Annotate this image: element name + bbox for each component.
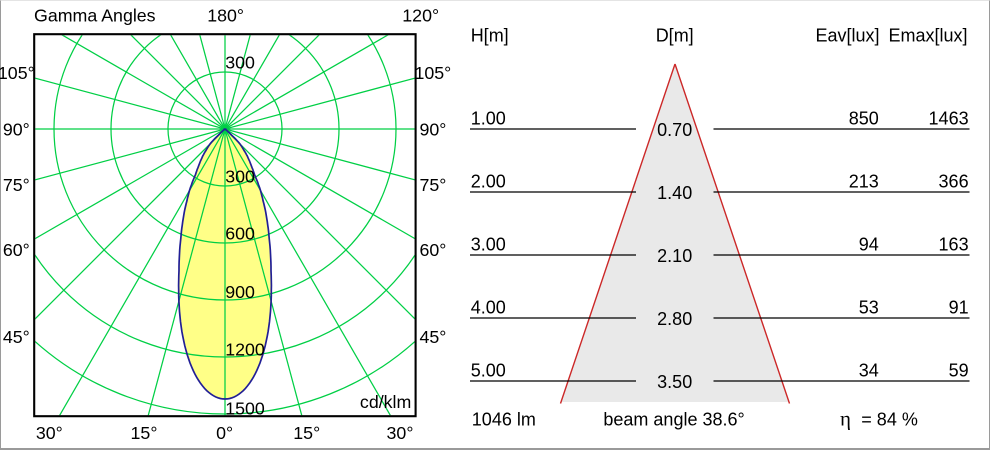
svg-text:60°: 60° bbox=[3, 240, 30, 260]
svg-text:0.70: 0.70 bbox=[657, 120, 692, 140]
svg-text:1.40: 1.40 bbox=[657, 183, 692, 203]
svg-text:1463: 1463 bbox=[929, 109, 969, 129]
svg-text:163: 163 bbox=[939, 235, 969, 255]
svg-text:45°: 45° bbox=[3, 327, 30, 347]
svg-text:120°: 120° bbox=[402, 5, 439, 25]
svg-text:75°: 75° bbox=[3, 175, 30, 195]
svg-text:1200: 1200 bbox=[225, 340, 265, 360]
svg-text:η: η bbox=[840, 407, 851, 431]
svg-text:850: 850 bbox=[849, 109, 879, 129]
svg-text:105°: 105° bbox=[0, 63, 35, 83]
svg-text:beam angle 38.6°: beam angle 38.6° bbox=[603, 410, 744, 430]
svg-text:= 84 %: = 84 % bbox=[861, 410, 918, 430]
svg-text:34: 34 bbox=[859, 361, 879, 381]
svg-text:213: 213 bbox=[849, 172, 879, 192]
svg-text:5.00: 5.00 bbox=[471, 361, 506, 381]
svg-text:94: 94 bbox=[859, 235, 879, 255]
svg-text:15°: 15° bbox=[131, 423, 158, 443]
svg-text:0°: 0° bbox=[216, 423, 233, 443]
svg-text:91: 91 bbox=[949, 298, 969, 318]
svg-text:366: 366 bbox=[939, 172, 969, 192]
svg-text:45°: 45° bbox=[419, 327, 446, 347]
svg-text:2.80: 2.80 bbox=[657, 309, 692, 329]
svg-text:1046 lm: 1046 lm bbox=[472, 410, 536, 430]
svg-text:75°: 75° bbox=[419, 175, 446, 195]
svg-text:90°: 90° bbox=[419, 120, 446, 140]
svg-text:Gamma Angles: Gamma Angles bbox=[34, 5, 156, 25]
svg-text:15°: 15° bbox=[293, 423, 320, 443]
svg-text:Eav[lux]: Eav[lux] bbox=[815, 26, 879, 46]
svg-text:1500: 1500 bbox=[225, 399, 265, 419]
svg-text:2.10: 2.10 bbox=[657, 246, 692, 266]
svg-text:59: 59 bbox=[949, 361, 969, 381]
svg-text:D[m]: D[m] bbox=[656, 26, 694, 46]
svg-text:3.50: 3.50 bbox=[657, 372, 692, 392]
svg-text:300: 300 bbox=[225, 52, 255, 72]
svg-text:180°: 180° bbox=[207, 5, 244, 25]
svg-text:cd/klm: cd/klm bbox=[360, 392, 411, 412]
svg-text:60°: 60° bbox=[419, 240, 446, 260]
svg-text:90°: 90° bbox=[3, 120, 30, 140]
svg-text:Emax[lux]: Emax[lux] bbox=[888, 26, 967, 46]
svg-text:30°: 30° bbox=[36, 423, 63, 443]
svg-text:300: 300 bbox=[225, 167, 255, 187]
svg-text:30°: 30° bbox=[387, 423, 414, 443]
svg-text:4.00: 4.00 bbox=[471, 298, 506, 318]
svg-text:105°: 105° bbox=[415, 63, 452, 83]
svg-text:900: 900 bbox=[225, 282, 255, 302]
svg-text:H[m]: H[m] bbox=[471, 26, 509, 46]
svg-text:600: 600 bbox=[225, 224, 255, 244]
svg-text:2.00: 2.00 bbox=[471, 172, 506, 192]
svg-text:3.00: 3.00 bbox=[471, 235, 506, 255]
svg-text:53: 53 bbox=[859, 298, 879, 318]
svg-text:1.00: 1.00 bbox=[471, 109, 506, 129]
